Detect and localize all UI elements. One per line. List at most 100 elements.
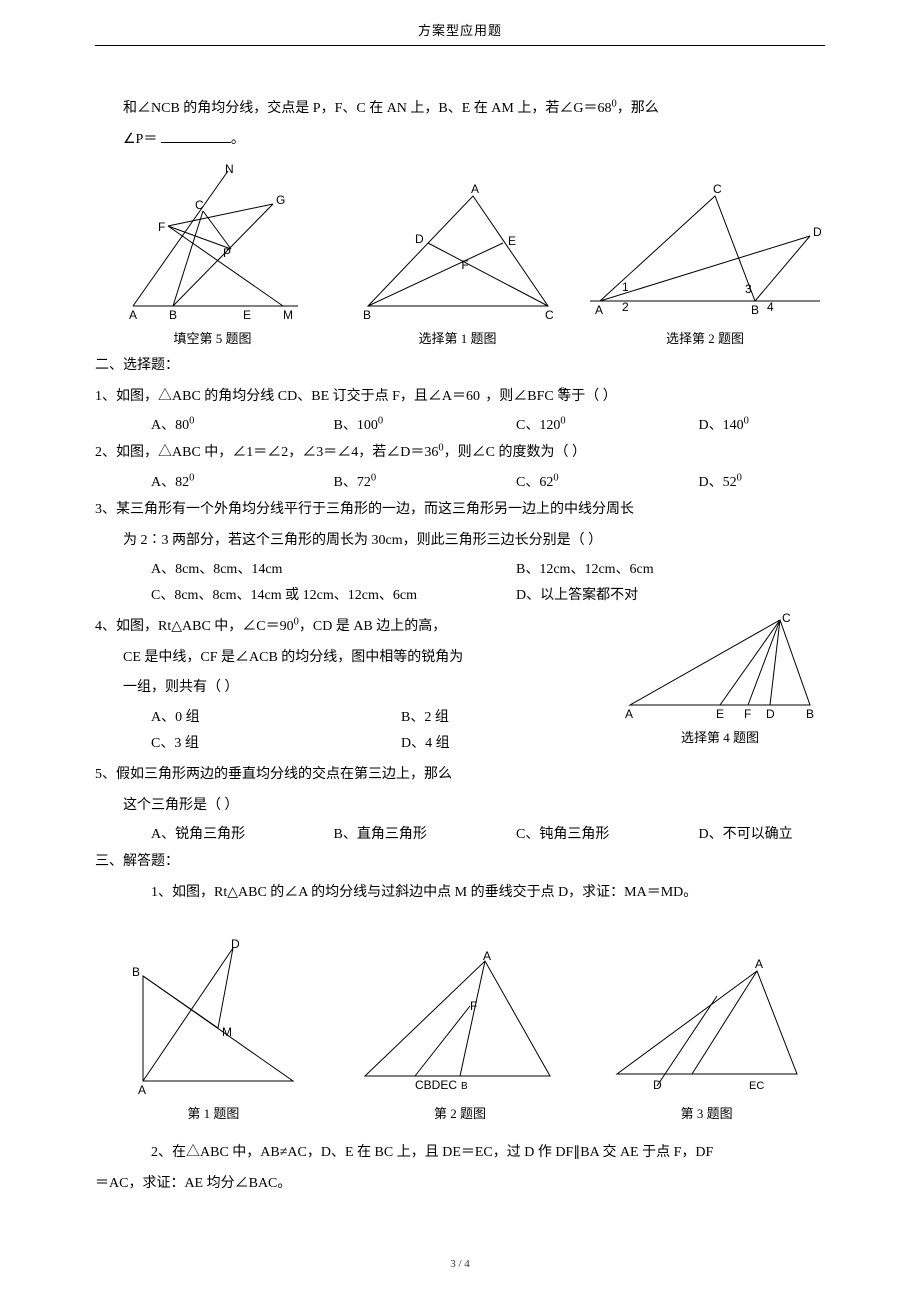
q1-optD: D、1400	[643, 414, 826, 434]
header-rule	[95, 45, 825, 46]
p3-EC: EC	[749, 1080, 764, 1092]
c1-E: E	[508, 234, 516, 248]
p2-line2: ＝AC，求证：AE 均分∠BAC。	[95, 1171, 825, 1198]
choice1-figcap: 选择第 1 题图	[340, 328, 575, 347]
q1-sup-float: 0	[560, 386, 565, 397]
q5-optA: A、锐角三角形	[95, 823, 278, 843]
fill5-line1: 和∠NCB 的角均分线，交点是 P，F、C 在 AN 上，B、E 在 AM 上，…	[95, 96, 825, 123]
q2-text2: ，则∠C 的度数为（ ）	[444, 445, 586, 460]
lbl-P: P	[223, 246, 231, 260]
p3-figure: A D EC 第 3 题图	[588, 946, 825, 1122]
choice1-figure: A D E F B C 选择第 1 题图	[340, 181, 575, 347]
c1-B: B	[363, 308, 371, 321]
c2-1: 1	[622, 280, 629, 294]
q4-svg: C A E F D B	[620, 610, 820, 720]
q2-optB: B、720	[278, 471, 461, 491]
q4-D: D	[766, 707, 775, 720]
q3-optD: D、以上答案都不对	[460, 584, 825, 604]
p1-B: B	[132, 965, 140, 979]
choice1-svg: A D E F B C	[353, 181, 563, 321]
q4-block: 4、如图，Rt△ABC 中，∠C＝900，CD 是 AB 边上的高， CE 是中…	[95, 610, 825, 758]
p2-B: B	[461, 1081, 468, 1092]
fill5-figure: N C G F P A B E M 填空第 5 题图	[95, 161, 330, 347]
choice2-figcap: 选择第 2 题图	[585, 328, 825, 347]
q2-optC: C、620	[460, 471, 643, 491]
c2-4: 4	[767, 300, 774, 314]
q4-figcap: 选择第 4 题图	[615, 727, 825, 746]
fill5-svg: N C G F P A B E M	[113, 161, 313, 321]
q4-optD: D、4 组	[345, 732, 595, 752]
lbl-F: F	[158, 220, 165, 234]
lbl-G: G	[276, 193, 285, 207]
figure-row-1: N C G F P A B E M 填空第 5 题图	[95, 161, 825, 347]
q1-optC: C、1200	[460, 414, 643, 434]
q1-text1: 1、如图，△ABC 的角均分线 CD、BE 订交于点 F，且∠A＝60	[95, 389, 480, 404]
q4-F: F	[744, 707, 751, 720]
q5-optC: C、钝角三角形	[460, 823, 643, 843]
p1-A: A	[138, 1083, 146, 1096]
q5-line2: 这个三角形是（ ）	[95, 793, 825, 820]
p1-M: M	[222, 1025, 232, 1039]
fill5-blank	[161, 129, 231, 143]
q4-E: E	[716, 707, 724, 720]
q3-optA: A、8cm、8cm、14cm	[95, 558, 460, 578]
q2-options: A、820 B、720 C、620 D、520	[95, 471, 825, 491]
fill5-text2: ，那么	[617, 101, 659, 116]
fill5-figcap: 填空第 5 题图	[95, 328, 330, 347]
q4-figure: C A E F D B 选择第 4 题图	[615, 610, 825, 746]
lbl-N: N	[225, 162, 234, 176]
q4-options-r2: C、3 组 D、4 组	[95, 732, 595, 752]
p2-svg: A F CBDEC B	[355, 946, 565, 1096]
q3-optB: B、12cm、12cm、6cm	[460, 558, 825, 578]
q4-C: C	[782, 611, 791, 625]
lbl-A: A	[129, 308, 137, 321]
q5-options: A、锐角三角形 B、直角三角形 C、钝角三角形 D、不可以确立	[95, 823, 825, 843]
p2-figure: A F CBDEC B 第 2 题图	[342, 946, 579, 1122]
fill5-line2: ∠P＝ 。	[95, 127, 825, 154]
p2-F: F	[470, 999, 477, 1013]
c1-D: D	[415, 232, 424, 246]
q2-optA: A、820	[95, 471, 278, 491]
c2-A: A	[595, 303, 603, 317]
q4-line3: 一组，则共有（ ）	[95, 675, 595, 702]
q5-line1: 5、假如三角形两边的垂直均分线的交点在第三边上，那么	[95, 762, 825, 789]
q4-optB: B、2 组	[345, 706, 595, 726]
c1-F: F	[461, 258, 468, 272]
q5-optB: B、直角三角形	[278, 823, 461, 843]
p1-figcap: 第 1 题图	[95, 1103, 332, 1122]
c2-B: B	[751, 303, 759, 317]
q4-optA: A、0 组	[95, 706, 345, 726]
q1-options: A、800 B、1000 C、1200 D、1400	[95, 414, 825, 434]
p1-figure: A B M D 第 1 题图	[95, 936, 332, 1122]
p3-D: D	[653, 1078, 662, 1092]
q4-B: B	[806, 707, 814, 720]
c2-D: D	[813, 225, 822, 239]
page-header-title: 方案型应用题	[95, 20, 825, 39]
q4-line1: 4、如图，Rt△ABC 中，∠C＝900，CD 是 AB 边上的高，	[95, 614, 595, 641]
figure-row-2: A B M D 第 1 题图 A F CBDEC B	[95, 936, 825, 1122]
q2-stem: 2、如图，△ABC 中，∠1＝∠2，∠3＝∠4，若∠D＝360，则∠C 的度数为…	[95, 440, 825, 467]
p2-CBDEC: CBDEC	[415, 1078, 457, 1092]
q4-text: 4、如图，Rt△ABC 中，∠C＝900，CD 是 AB 边上的高， CE 是中…	[95, 610, 595, 758]
choice2-svg: C D A B 1 2 3 4	[585, 181, 825, 321]
c2-C: C	[713, 182, 722, 196]
p1-D: D	[231, 937, 240, 951]
c1-A: A	[471, 182, 479, 196]
q4-options-r1: A、0 组 B、2 组	[95, 706, 595, 726]
q4-optC: C、3 组	[95, 732, 345, 752]
p2-figcap: 第 2 题图	[342, 1103, 579, 1122]
q3-line2: 为 2∶3 两部分，若这个三角形的周长为 30cm，则此三角形三边长分别是（ ）	[95, 528, 825, 555]
p1-text: 1、如图，Rt△ABC 的∠A 的均分线与过斜边中点 M 的垂线交于点 D，求证…	[95, 880, 825, 907]
fill5-period: 。	[231, 132, 245, 147]
p3-figcap: 第 3 题图	[588, 1103, 825, 1122]
c1-C: C	[545, 308, 554, 321]
p3-svg: A D EC	[597, 946, 817, 1096]
q4-line2: CE 是中线，CF 是∠ACB 的均分线，图中相等的锐角为	[95, 645, 595, 672]
lbl-E: E	[243, 308, 251, 321]
lbl-M: M	[283, 308, 293, 321]
q2-text1: 2、如图，△ABC 中，∠1＝∠2，∠3＝∠4，若∠D＝36	[95, 445, 438, 460]
section3-heading: 三、解答题：	[95, 849, 825, 876]
choice2-figure: C D A B 1 2 3 4 选择第 2 题图	[585, 181, 825, 347]
q3-options-row2: C、8cm、8cm、14cm 或 12cm、12cm、6cm D、以上答案都不对	[95, 584, 825, 604]
q2-optD: D、520	[643, 471, 826, 491]
